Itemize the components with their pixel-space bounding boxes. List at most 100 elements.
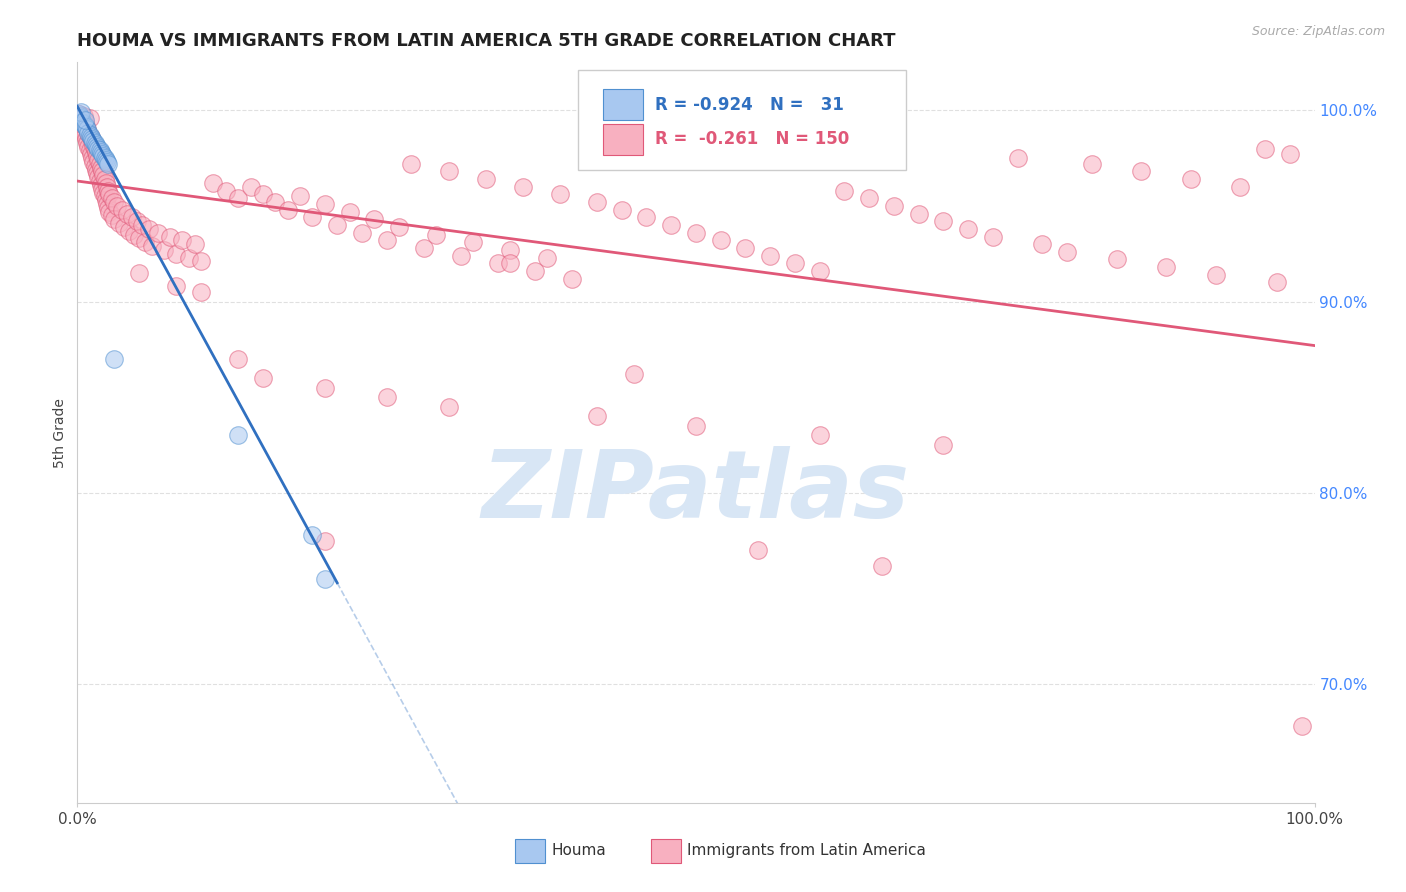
- Point: [1081, 157, 1104, 171]
- Point: [734, 241, 756, 255]
- Point: [89, 174, 111, 188]
- Point: [118, 224, 141, 238]
- Point: [93, 172, 115, 186]
- Point: [73, 114, 96, 128]
- Point: [1130, 164, 1153, 178]
- Point: [870, 558, 893, 573]
- Point: [75, 120, 97, 135]
- Point: [314, 572, 336, 586]
- Point: [153, 243, 176, 257]
- Point: [486, 256, 509, 270]
- Point: [659, 218, 682, 232]
- FancyBboxPatch shape: [651, 839, 681, 863]
- Point: [94, 153, 117, 167]
- Point: [808, 264, 831, 278]
- Point: [326, 218, 349, 232]
- Point: [226, 351, 249, 366]
- Point: [375, 390, 398, 404]
- Point: [350, 226, 373, 240]
- Point: [252, 187, 274, 202]
- Point: [90, 145, 112, 160]
- Point: [499, 256, 522, 270]
- Y-axis label: 5th Grade: 5th Grade: [53, 398, 67, 467]
- Text: Immigrants from Latin America: Immigrants from Latin America: [688, 844, 927, 858]
- Point: [1154, 260, 1177, 274]
- Point: [103, 212, 125, 227]
- Point: [101, 209, 124, 223]
- Point: [69, 109, 91, 123]
- Point: [1007, 151, 1029, 165]
- Point: [314, 197, 336, 211]
- Point: [536, 251, 558, 265]
- Point: [87, 170, 110, 185]
- Point: [759, 249, 782, 263]
- Point: [87, 153, 110, 167]
- Point: [83, 142, 105, 156]
- Point: [184, 237, 207, 252]
- Point: [177, 251, 200, 265]
- FancyBboxPatch shape: [603, 124, 643, 155]
- Point: [1031, 237, 1053, 252]
- Point: [932, 438, 955, 452]
- FancyBboxPatch shape: [603, 89, 643, 120]
- Text: Source: ZipAtlas.com: Source: ZipAtlas.com: [1251, 25, 1385, 38]
- Point: [1105, 252, 1128, 267]
- Text: HOUMA VS IMMIGRANTS FROM LATIN AMERICA 5TH GRADE CORRELATION CHART: HOUMA VS IMMIGRANTS FROM LATIN AMERICA 5…: [77, 32, 896, 50]
- Point: [97, 157, 120, 171]
- Point: [1291, 719, 1313, 733]
- Point: [450, 249, 472, 263]
- Point: [112, 219, 135, 234]
- Point: [97, 184, 120, 198]
- Point: [90, 178, 112, 192]
- Point: [89, 144, 111, 158]
- Point: [80, 130, 103, 145]
- Point: [710, 233, 733, 247]
- Point: [141, 239, 163, 253]
- Point: [77, 126, 100, 140]
- Point: [524, 264, 547, 278]
- Point: [215, 184, 238, 198]
- Point: [226, 428, 249, 442]
- Text: Houma: Houma: [551, 844, 606, 858]
- Point: [108, 216, 131, 230]
- Point: [1056, 244, 1078, 259]
- Point: [1229, 179, 1251, 194]
- Point: [94, 176, 117, 190]
- Point: [82, 151, 104, 165]
- Text: R = -0.924   N =   31: R = -0.924 N = 31: [655, 95, 844, 113]
- Point: [277, 202, 299, 217]
- Point: [96, 179, 118, 194]
- Point: [86, 149, 108, 163]
- Point: [77, 139, 100, 153]
- Point: [685, 226, 707, 240]
- Point: [388, 219, 411, 234]
- Point: [96, 197, 118, 211]
- Point: [146, 226, 169, 240]
- Point: [623, 368, 645, 382]
- Point: [190, 254, 212, 268]
- Point: [103, 351, 125, 366]
- Point: [1205, 268, 1227, 282]
- Point: [548, 187, 571, 202]
- Point: [84, 137, 107, 152]
- Point: [111, 202, 134, 217]
- Point: [159, 229, 181, 244]
- Point: [70, 105, 93, 120]
- Point: [103, 195, 125, 210]
- Point: [82, 134, 104, 148]
- Point: [1267, 276, 1289, 290]
- Point: [610, 202, 633, 217]
- Point: [122, 227, 145, 242]
- Point: [91, 169, 114, 183]
- Point: [131, 218, 153, 232]
- Point: [93, 151, 115, 165]
- Point: [561, 271, 583, 285]
- Point: [82, 155, 104, 169]
- Point: [83, 136, 105, 150]
- Point: [363, 212, 385, 227]
- Text: ZIPatlas: ZIPatlas: [482, 446, 910, 538]
- Point: [72, 117, 94, 131]
- Point: [747, 543, 769, 558]
- Point: [957, 222, 980, 236]
- Point: [301, 528, 323, 542]
